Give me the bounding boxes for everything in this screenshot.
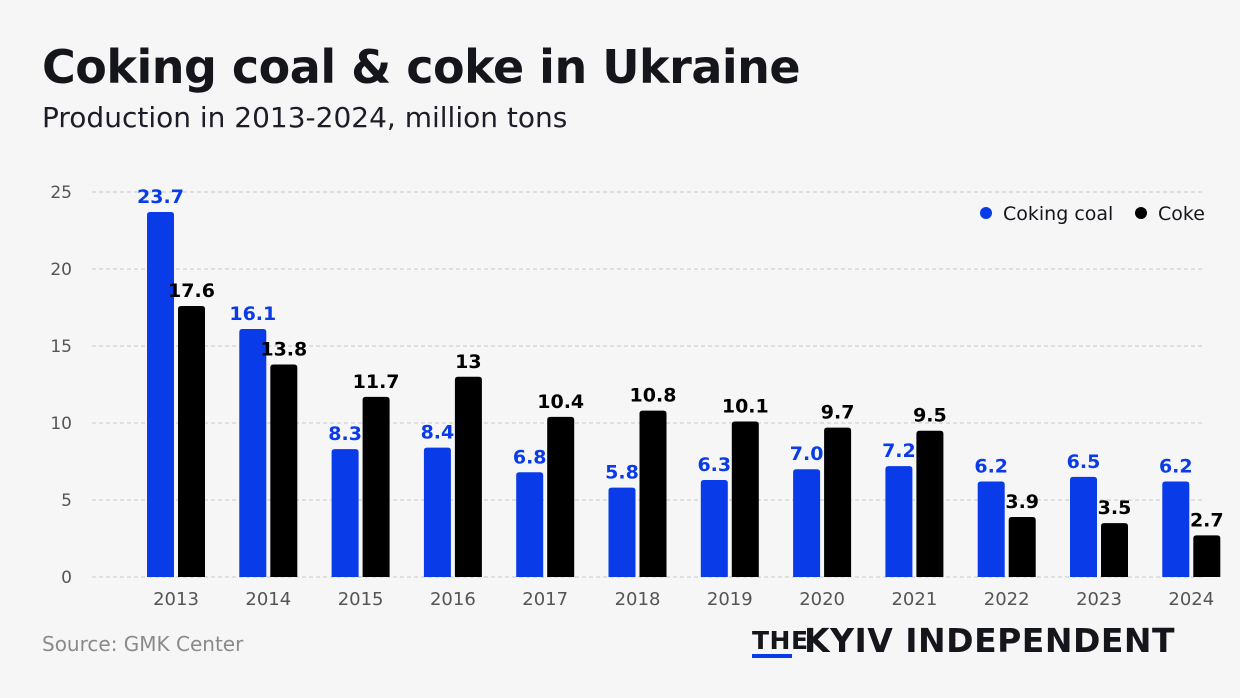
data-label-coke: 10.4: [537, 391, 584, 413]
brand-underline: [752, 654, 792, 658]
bar-coke: [916, 430, 944, 577]
x-tick-label: 2013: [153, 589, 199, 610]
brand-logo: THE KYIV INDEPENDENT: [752, 620, 1202, 664]
bar-coking-coal: [331, 449, 359, 577]
data-label-coke: 10.8: [630, 385, 677, 407]
y-tick-label: 0: [61, 568, 72, 588]
bar-coke: [639, 410, 667, 577]
bar-coking-coal: [977, 481, 1005, 577]
data-label-coking-coal: 8.3: [328, 423, 362, 445]
data-label-coke: 13.8: [260, 338, 307, 360]
data-label-coking-coal: 23.7: [137, 186, 184, 208]
data-label-coke: 11.7: [353, 371, 400, 393]
brand-name: KYIV INDEPENDENT: [804, 621, 1176, 660]
bar-coking-coal: [1070, 476, 1097, 577]
data-label-coke: 3.9: [1005, 491, 1039, 513]
bar-coke: [454, 376, 482, 577]
bar-coke: [1101, 523, 1128, 577]
chart-subtitle: Production in 2013-2024, million tons: [42, 101, 568, 134]
data-label-coking-coal: 5.8: [605, 462, 639, 484]
x-tick-label: 2017: [522, 589, 568, 610]
legend-coke-label: Coke: [1158, 203, 1205, 225]
x-tick-label: 2015: [338, 589, 384, 610]
x-tick-label: 2020: [799, 589, 845, 610]
data-label-coke: 2.7: [1190, 509, 1224, 531]
brand-prefix: THE: [752, 626, 809, 655]
bar-coke: [1008, 516, 1036, 577]
bar-coke: [547, 416, 575, 577]
data-label-coke: 17.6: [168, 280, 215, 302]
data-label-coking-coal: 6.2: [974, 456, 1008, 478]
bar-coke: [1193, 535, 1221, 577]
y-tick-label: 15: [50, 337, 72, 357]
bar-coking-coal: [147, 212, 174, 577]
y-tick-label: 5: [61, 491, 72, 511]
x-tick-label: 2022: [984, 589, 1030, 610]
data-label-coking-coal: 6.8: [513, 446, 547, 468]
data-label-coking-coal: 16.1: [229, 303, 276, 325]
x-tick-label: 2016: [430, 589, 476, 610]
x-tick-label: 2014: [245, 589, 291, 610]
data-label-coking-coal: 8.4: [421, 422, 455, 444]
legend-coking-coal-marker: [980, 207, 992, 219]
data-label-coke: 9.5: [913, 405, 947, 427]
bar-coking-coal: [516, 472, 544, 577]
y-tick-label: 25: [50, 183, 72, 203]
x-tick-label: 2023: [1076, 589, 1122, 610]
legend-coking-coal-label: Coking coal: [1003, 203, 1113, 225]
data-label-coke: 9.7: [821, 402, 855, 424]
data-label-coking-coal: 6.2: [1159, 456, 1193, 478]
y-tick-label: 20: [50, 260, 72, 280]
bar-coke: [270, 364, 298, 577]
data-label-coke: 10.1: [722, 395, 769, 417]
x-tick-label: 2019: [707, 589, 753, 610]
source-note: Source: GMK Center: [42, 632, 244, 656]
bar-coke: [178, 305, 205, 577]
bar-coke: [824, 427, 852, 577]
bar-coking-coal: [239, 329, 267, 577]
bar-coking-coal: [700, 479, 728, 577]
bar-coke: [362, 396, 390, 577]
legend-coke-marker: [1135, 207, 1147, 219]
data-label-coking-coal: 7.2: [882, 440, 916, 462]
bar-coking-coal: [793, 469, 821, 577]
chart-title: Coking coal & coke in Ukraine: [42, 40, 801, 94]
x-tick-label: 2021: [891, 589, 937, 610]
data-label-coke: 3.5: [1098, 497, 1132, 519]
data-label-coking-coal: 7.0: [790, 443, 824, 465]
data-label-coking-coal: 6.3: [697, 454, 731, 476]
bar-coking-coal: [608, 487, 636, 577]
data-label-coking-coal: 6.5: [1067, 451, 1101, 473]
bar-coke: [731, 421, 759, 577]
bar-coking-coal: [423, 447, 451, 577]
data-label-coke: 13: [455, 351, 481, 373]
bar-coking-coal: [885, 466, 913, 577]
y-tick-label: 10: [50, 414, 72, 434]
x-tick-label: 2024: [1168, 589, 1214, 610]
bar-coking-coal: [1162, 481, 1190, 577]
x-tick-label: 2018: [615, 589, 661, 610]
